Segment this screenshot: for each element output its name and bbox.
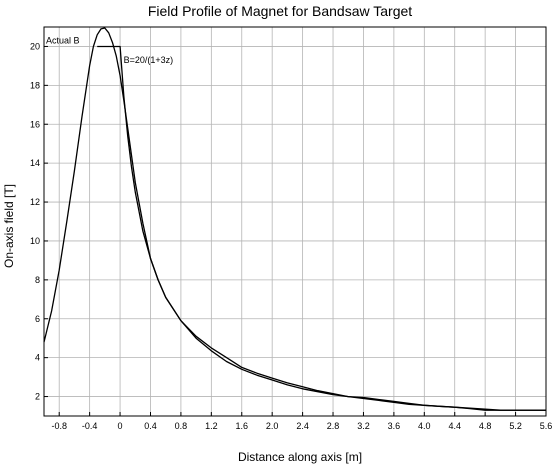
y-axis-label: On-axis field [T] <box>2 184 16 268</box>
x-tick-label: 5.6 <box>540 421 553 431</box>
x-tick-label: -0.4 <box>82 421 98 431</box>
x-axis-label: Distance along axis [m] <box>238 450 362 464</box>
y-tick-label: 2 <box>35 392 40 402</box>
x-tick-label: 2.0 <box>266 421 279 431</box>
y-tick-label: 18 <box>30 80 40 90</box>
x-tick-label: -0.8 <box>51 421 67 431</box>
y-tick-label: 4 <box>35 353 40 363</box>
y-tick-label: 10 <box>30 236 40 246</box>
x-tick-label: 4.4 <box>448 421 461 431</box>
x-tick-label: 1.2 <box>205 421 218 431</box>
x-tick-label: 0.4 <box>144 421 157 431</box>
y-tick-label: 16 <box>30 119 40 129</box>
x-tick-label: 3.6 <box>388 421 401 431</box>
x-tick-label: 2.8 <box>327 421 340 431</box>
y-tick-label: 6 <box>35 314 40 324</box>
y-tick-label: 8 <box>35 275 40 285</box>
grid-lines <box>44 27 547 416</box>
y-tick-label: 20 <box>30 41 40 51</box>
plot-frame <box>43 26 547 417</box>
y-tick-label: 12 <box>30 197 40 207</box>
y-axis-ticks: 2 4 6 8 10 12 14 16 18 20 <box>30 41 48 402</box>
x-tick-label: 4.8 <box>479 421 492 431</box>
x-tick-label: 2.4 <box>296 421 309 431</box>
x-axis-ticks: -0.8 -0.4 0 0.4 0.8 1.2 1.6 2.0 2.4 2.8 3.2 3.6 4.0 4… <box>51 412 552 431</box>
x-tick-label: 4.0 <box>418 421 431 431</box>
x-tick-label: 5.2 <box>509 421 522 431</box>
x-tick-label: 0 <box>118 421 123 431</box>
x-tick-label: 1.6 <box>235 421 248 431</box>
y-tick-label: 14 <box>30 158 40 168</box>
annotation-label-0: Actual B <box>46 36 80 46</box>
chart-title: Field Profile of Magnet for Bandsaw Targ… <box>148 3 412 19</box>
x-tick-label: 0.8 <box>175 421 188 431</box>
data-curves <box>43 27 546 411</box>
chart-annotations: Actual B B=20/(1+3z) <box>46 36 173 65</box>
series-line-1 <box>97 45 546 411</box>
annotation-label-1: B=20/(1+3z) <box>124 55 174 65</box>
x-tick-label: 3.2 <box>357 421 370 431</box>
